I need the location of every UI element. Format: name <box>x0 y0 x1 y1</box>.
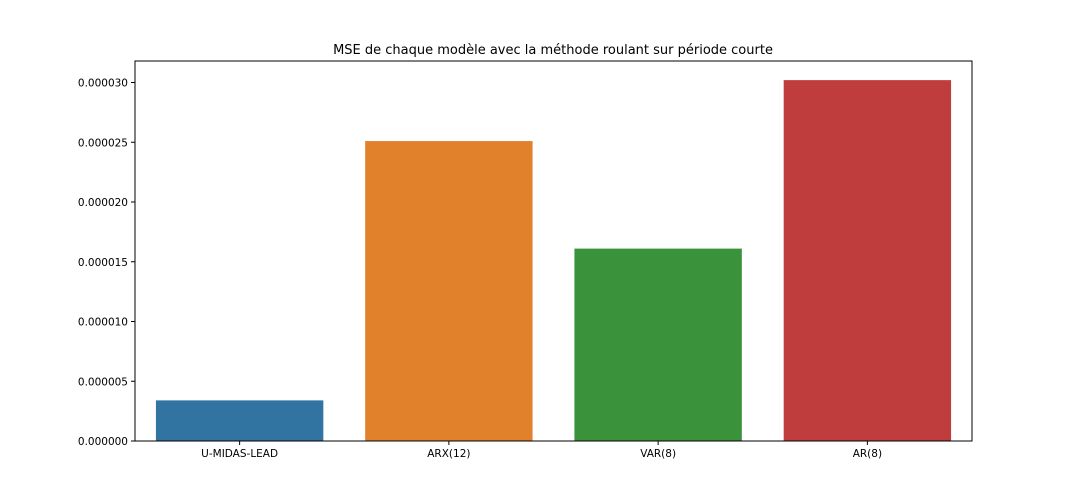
x-tick-label: U-MIDAS-LEAD <box>201 448 278 460</box>
x-axis: U-MIDAS-LEAD ARX(12) VAR(8) AR(8) <box>201 441 882 460</box>
y-tick-label: 0.000005 <box>78 376 128 388</box>
y-axis: 0.000000 0.000005 0.000010 0.000015 0.000020… <box>78 78 135 448</box>
x-tick-label: ARX(12) <box>427 448 470 460</box>
x-tick-label: VAR(8) <box>640 448 676 460</box>
bar-var-8 <box>574 248 742 441</box>
y-tick-label: 0.000020 <box>78 197 128 209</box>
y-tick-label: 0.000015 <box>78 257 128 269</box>
chart-title: MSE de chaque modèle avec la méthode rou… <box>333 43 773 58</box>
bar-ar-8 <box>783 80 952 441</box>
y-tick-label: 0.000010 <box>78 317 128 329</box>
bar-arx-12 <box>365 141 533 441</box>
x-tick-label: AR(8) <box>853 448 882 460</box>
y-tick-label: 0.000000 <box>78 436 128 448</box>
y-tick-label: 0.000030 <box>78 78 128 90</box>
bar-u-midas-lead <box>155 400 324 441</box>
plot-frame <box>134 60 973 442</box>
bars-group <box>155 80 952 441</box>
y-tick-label: 0.000025 <box>78 137 128 149</box>
